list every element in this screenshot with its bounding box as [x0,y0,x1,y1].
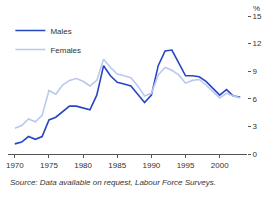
svg-text:3: 3 [253,122,258,131]
svg-text:1970: 1970 [6,161,24,170]
svg-text:1990: 1990 [143,161,161,170]
svg-text:1995: 1995 [177,161,195,170]
svg-text:15: 15 [253,12,262,21]
svg-text:6: 6 [253,95,258,104]
svg-text:1980: 1980 [74,161,92,170]
svg-text:9: 9 [253,67,258,76]
svg-text:12: 12 [253,39,262,48]
svg-text:1985: 1985 [108,161,126,170]
svg-text:0: 0 [253,150,258,159]
svg-text:2000: 2000 [211,161,229,170]
svg-text:%: % [253,4,260,13]
svg-text:Males: Males [50,27,71,36]
svg-text:Source: Data available on requ: Source: Data available on request, Labou… [10,178,216,187]
svg-text:1975: 1975 [40,161,58,170]
svg-text:Females: Females [50,46,81,55]
